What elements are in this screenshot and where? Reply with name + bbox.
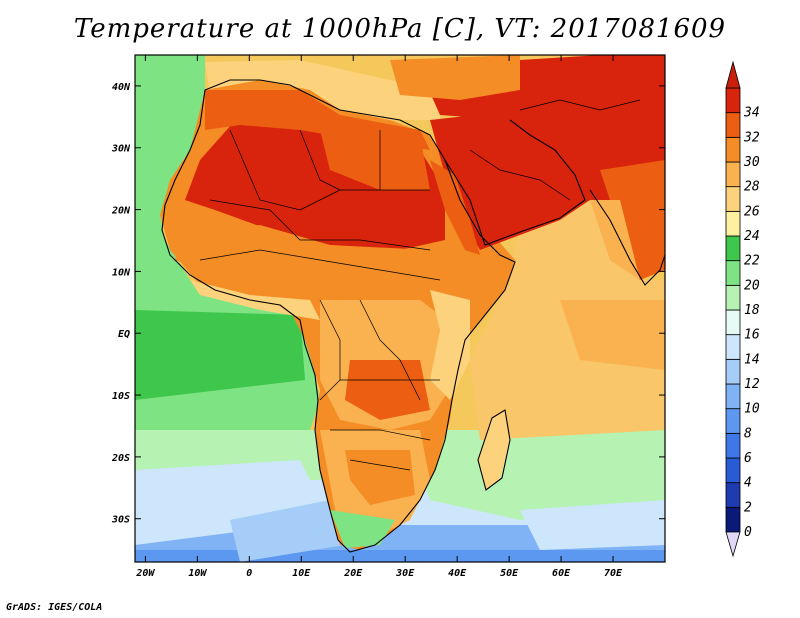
colorbar-swatch [725,506,741,533]
colorbar-swatch [725,235,741,262]
colorbar-swatch [725,161,741,188]
red-sea [430,160,480,255]
colorbar-under-arrow [725,531,741,558]
colorbar-label: 16 [744,328,760,343]
colorbar-swatch [725,284,741,311]
lat-tick-label: 20S [111,453,130,464]
arabia-coastline [444,119,586,246]
sahel [175,225,480,310]
kalahari [345,450,415,505]
turkey-caucasus [390,55,520,100]
colorbar-swatch [725,136,741,163]
lat-tick-label: 10N [112,267,131,278]
colorbar-label: 18 [744,303,760,318]
coastlines [161,79,665,553]
colorbar-swatch [725,383,741,410]
colorbar-label: 8 [744,426,752,441]
colorbar-swatch [725,358,741,385]
colorbar-swatch [725,457,741,484]
lon-tick-label: 70E [604,568,623,579]
lon-tick-label: 30E [395,568,415,579]
colorbar-label: 2 [744,500,752,515]
colorbar-label: 20 [744,278,760,293]
colorbar-swatch [725,186,741,212]
country-borders [199,99,641,471]
india-coast [590,200,640,280]
india-interior [600,160,665,280]
colorbar-label: 0 [744,525,752,540]
temperature-field [135,55,665,562]
lat-tick-label: 10S [112,391,130,402]
lat-tick-label: 30S [111,515,130,526]
zambia-hot [345,360,430,420]
colorbar-label: 4 [744,476,752,491]
colorbar-label: 12 [744,377,760,392]
lat-tick-label: 30N [111,144,131,155]
colorbar-over-arrow [725,60,741,89]
indian-ocean-cold [520,500,665,550]
colorbar-swatch [725,112,741,138]
axis-ticks: 20W 10W 0 10E 20E 30E 40E 50E 60E 70E 40N 30N 20N 10N… [111,55,665,579]
colorbar-swatch [725,210,741,237]
south-indian-ocean [420,430,665,520]
lat-tick-label: 40N [112,82,131,93]
libya-egypt [320,130,430,190]
lon-tick-label: 20E [343,568,363,579]
colorbar-swatch [725,334,741,360]
colorbar-swatch [725,482,741,508]
colorbar-swatch [725,87,741,114]
colorbar-label: 34 [743,106,760,121]
lon-tick-label: 10W [188,568,207,579]
map-title: Temperature at 1000hPa [C], VT: 20170816… [73,14,727,44]
colorbar-label: 32 [743,130,760,145]
india-coastline [589,189,665,286]
colorbar-label: 14 [744,352,760,367]
cape [330,510,395,548]
colorbar-label: 22 [744,254,760,269]
lon-tick-label: 60E [552,568,571,579]
arabian-sea-warm [560,300,665,370]
colorbar-swatch [725,432,741,459]
lat-tick-label: 20N [111,206,131,217]
colorbar-label: 6 [744,451,752,466]
coldest-ocean-band [135,550,665,562]
colorbar-label: 26 [744,204,760,219]
colorbar-swatch [725,408,741,434]
grads-credit: GrADS: IGES/COLA [6,602,103,613]
colorbar-label: 24 [744,229,760,244]
colorbar-label: 10 [744,402,760,417]
colorbar-label: 30 [743,155,760,170]
lon-tick-label: 0 [246,568,252,579]
lon-tick-label: 50E [500,568,519,579]
south-atlantic-cold [230,500,345,562]
colorbar-swatch [725,309,741,336]
lon-tick-label: 10E [292,568,311,579]
madagascar-coastline [477,409,511,491]
lon-tick-label: 20W [135,568,155,579]
colorbar-swatch [725,260,741,286]
lat-tick-label: EQ [118,329,130,340]
gulf-of-guinea [135,310,305,400]
map-frame [134,54,666,563]
east-africa-highlands [430,290,470,400]
africa-coastline [161,79,516,553]
lon-tick-label: 40E [448,568,467,579]
colorbar-label: 28 [744,180,760,195]
madagascar [478,410,510,490]
